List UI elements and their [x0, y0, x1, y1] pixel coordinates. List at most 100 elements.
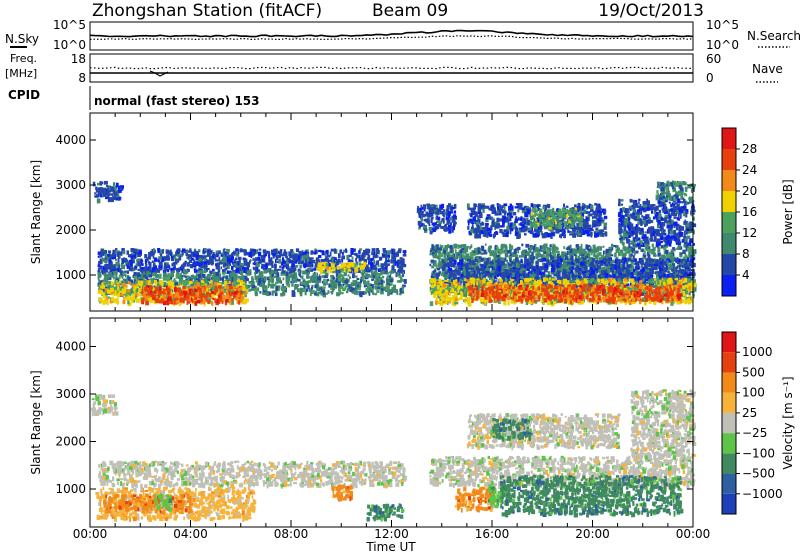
power-cell [303, 285, 306, 290]
power-cell [331, 258, 334, 264]
power-cell [244, 258, 248, 263]
power-cell [387, 290, 391, 294]
power-cell [216, 259, 221, 262]
power-cell [182, 274, 185, 277]
power-cell [185, 252, 189, 256]
power-cell [195, 261, 199, 266]
power-cell [117, 269, 121, 273]
power-cell [107, 274, 109, 277]
power-cell [221, 269, 225, 274]
power-cell [365, 253, 369, 256]
power-cell [285, 263, 289, 268]
power-cell [235, 253, 240, 257]
power-cell [167, 250, 171, 255]
power-cell [252, 249, 256, 253]
power-cell [291, 251, 295, 255]
power-cell [259, 291, 262, 294]
power-cell [149, 253, 154, 257]
power-cell [237, 287, 241, 292]
power-cell [110, 296, 113, 302]
power-cell [374, 255, 379, 258]
power-cell [274, 292, 278, 297]
power-cell [648, 250, 653, 254]
power-cell [675, 247, 678, 250]
power-cell [399, 292, 402, 296]
power-cell [361, 252, 366, 258]
power-cell [142, 271, 145, 275]
power-cell [291, 290, 296, 293]
power-cell [660, 254, 664, 259]
power-cell [503, 244, 508, 248]
power-cell [252, 251, 256, 255]
power-cell [159, 280, 163, 285]
power-cell [395, 260, 398, 264]
power-cell [102, 192, 107, 197]
power-cell [197, 261, 199, 265]
power-cell [194, 250, 199, 255]
power-cell [138, 249, 142, 255]
power-cell [135, 289, 138, 294]
power-cell [263, 284, 266, 289]
power-cell [187, 254, 190, 260]
power-cell [166, 287, 171, 293]
power-cell [324, 275, 328, 278]
power-cell [209, 280, 212, 283]
power-cell [549, 252, 552, 256]
cpid-label: CPID [8, 88, 40, 102]
power-cell [233, 263, 237, 267]
power-cell [329, 279, 334, 283]
power-cell [294, 274, 298, 279]
power-cell [214, 258, 217, 262]
power-cell [112, 265, 116, 269]
power-cell [453, 243, 457, 249]
power-cell [365, 249, 369, 254]
power-cell [295, 248, 300, 253]
power-cell [208, 283, 213, 286]
power-cell [363, 250, 367, 253]
power-cell [116, 252, 120, 257]
power-cell [101, 257, 106, 262]
power-cell [317, 283, 320, 288]
power-cell [154, 257, 158, 262]
power-cell [389, 249, 392, 254]
power-cell [358, 283, 361, 289]
power-cell [163, 284, 167, 288]
power-cell [271, 273, 274, 277]
power-cell [258, 251, 262, 257]
power-cell [150, 285, 153, 290]
power-cell [112, 270, 115, 275]
power-cell [182, 297, 186, 301]
power-cell [377, 279, 381, 283]
power-cell [282, 259, 286, 264]
power-cell [137, 261, 142, 267]
power-cell [102, 295, 107, 299]
power-cell [314, 275, 317, 278]
power-cell [121, 289, 125, 294]
power-cell [433, 270, 435, 275]
power-cell [373, 259, 376, 264]
power-cell [361, 256, 364, 261]
power-cell [250, 281, 255, 287]
power-cell [657, 247, 661, 252]
power-cell [370, 275, 373, 278]
power-cell [376, 248, 379, 253]
power-cell [152, 272, 155, 277]
power-cell [385, 284, 389, 288]
power-cell [306, 275, 310, 279]
power-cell [622, 244, 625, 250]
power-cell [354, 281, 359, 286]
power-cell [251, 276, 253, 279]
power-cell [475, 249, 478, 254]
power-cell [100, 249, 104, 254]
noise-right-tick-bottom: 10^0 [706, 38, 739, 52]
power-cell [266, 268, 271, 273]
power-cell [323, 258, 326, 264]
power-cell [308, 264, 313, 268]
power-cell [242, 291, 246, 294]
power-cell [339, 291, 342, 295]
power-cell [397, 272, 400, 276]
power-cell [396, 259, 399, 262]
power-cell [380, 263, 385, 268]
power-cell [181, 264, 184, 269]
power-cell [166, 277, 170, 282]
